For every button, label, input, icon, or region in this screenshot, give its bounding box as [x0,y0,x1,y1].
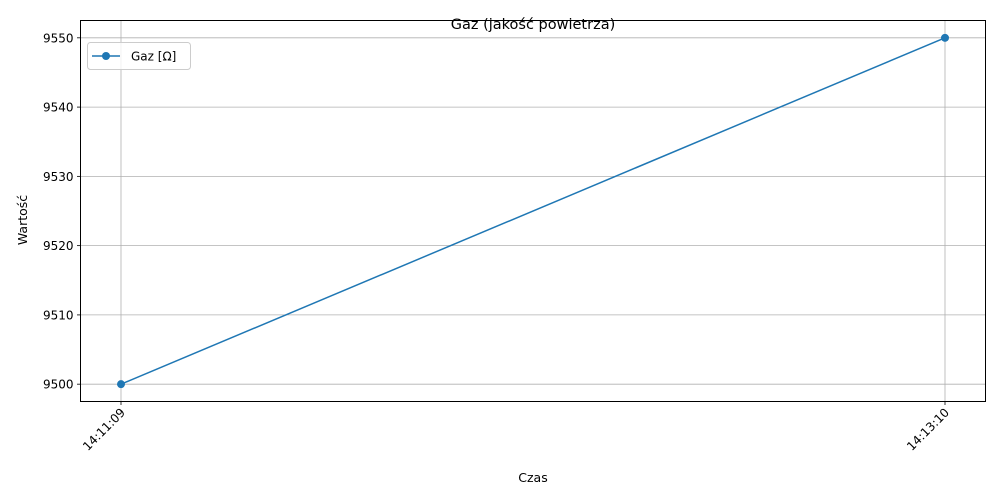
x-tick-label: 14:11:09 [80,405,128,453]
legend-marker-swatch [102,52,110,60]
y-tick-label: 9500 [43,378,74,392]
y-axis-ticks: 9500 9510 9520 9530 9540 9550 [43,31,81,392]
grid-layer [80,20,986,402]
y-tick-label: 9550 [43,31,74,45]
y-tick-label: 9520 [43,239,74,253]
x-axis-label: Czas [518,470,547,485]
series-layer [117,33,949,389]
chart-title: Gaz (jakość powietrza) [451,17,615,33]
y-axis-label: Wartość [15,195,30,245]
y-tick-label: 9540 [43,101,74,115]
y-tick-label: 9510 [43,308,74,322]
legend: Gaz [Ω] [87,42,191,70]
series-line [120,37,946,385]
x-axis-ticks: 14:11:09 14:13:10 [80,401,952,453]
plot-frame [80,20,986,402]
x-tick-label: 14:13:10 [904,405,952,453]
legend-label: Gaz [Ω] [131,50,176,64]
data-point [117,380,125,389]
y-tick-label: 9530 [43,170,74,184]
legend-box [87,42,191,70]
data-point [941,33,949,42]
